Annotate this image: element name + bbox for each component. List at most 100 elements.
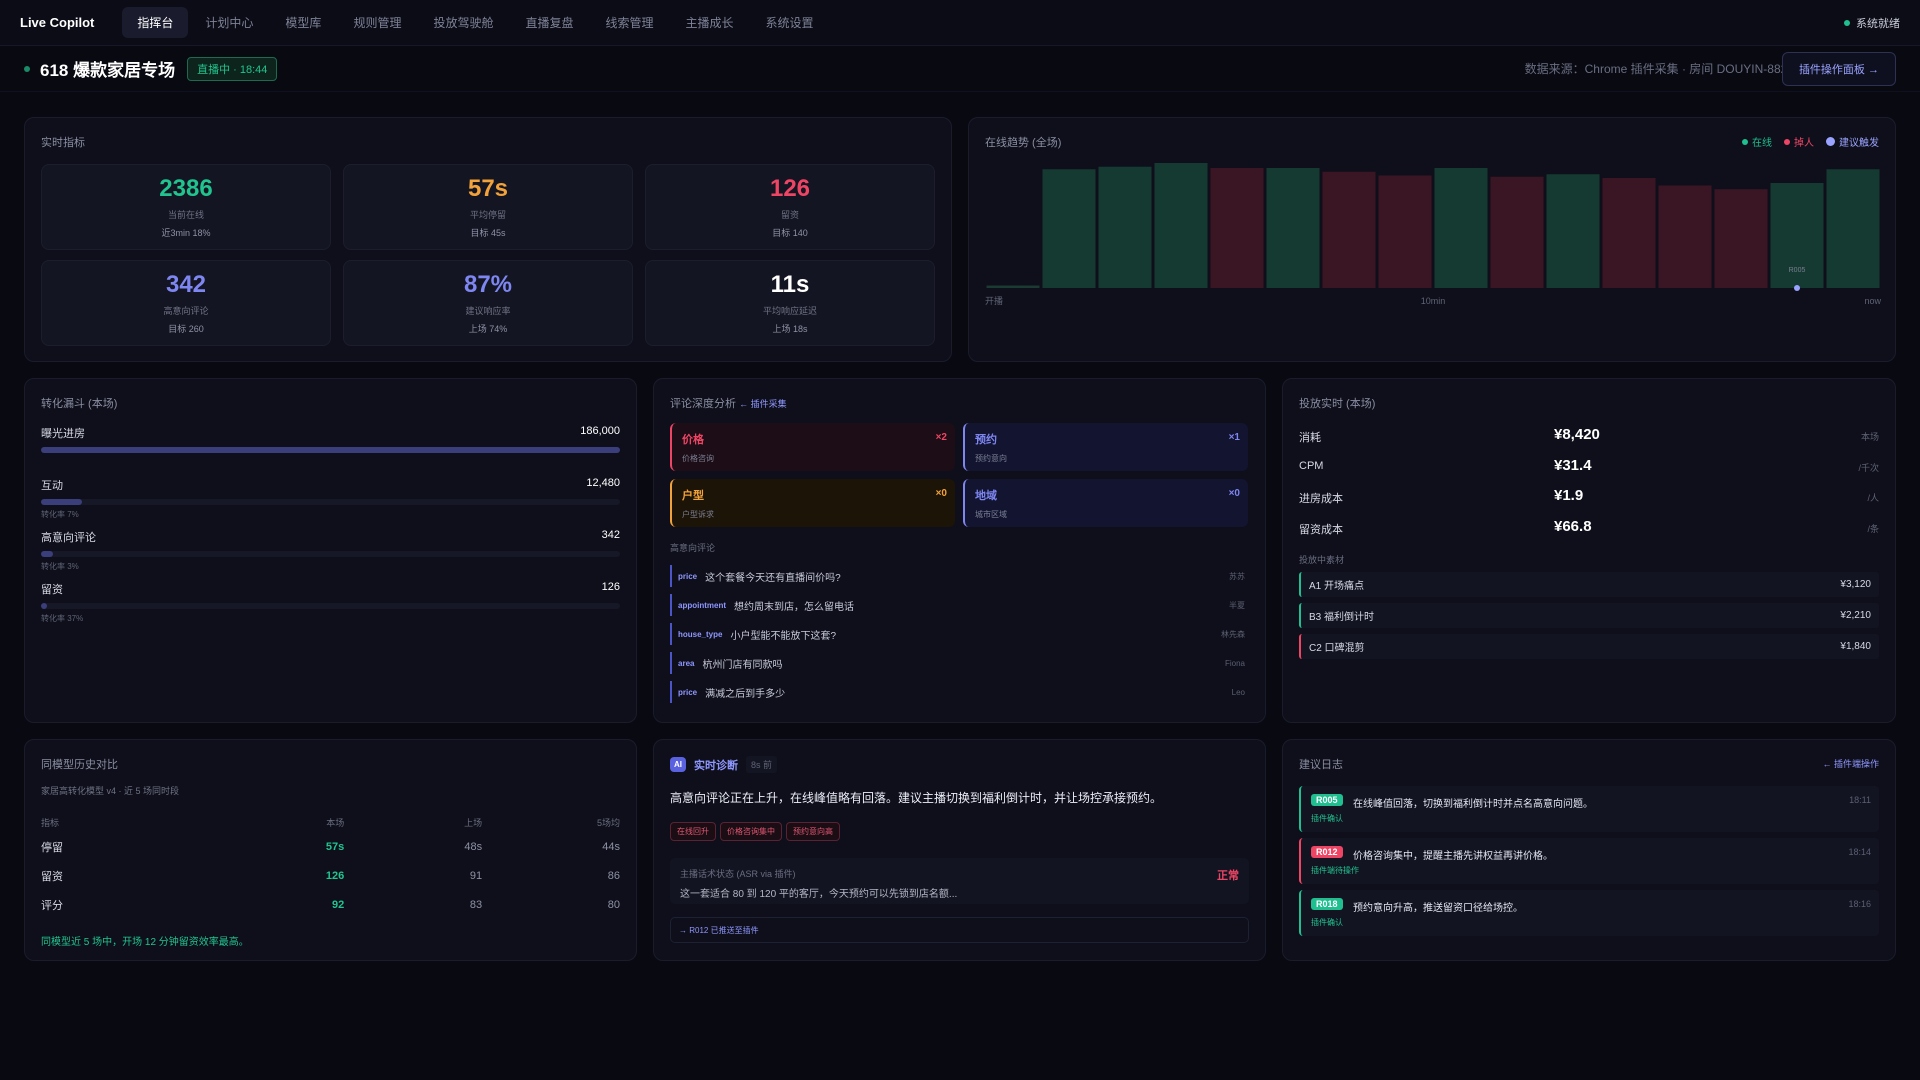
plugin-panel-button[interactable]: 插件操作面板 → xyxy=(1781,51,1896,86)
funnel-row: 留资 126 转化率 37% xyxy=(41,581,620,624)
comment-item[interactable]: house_type 小户型能不能放下这套? 林先森 xyxy=(670,623,1249,645)
nav-tab-plans[interactable]: 计划中心 xyxy=(205,16,254,30)
nav-tab-review[interactable]: 直播复盘 xyxy=(525,16,574,30)
log-text: 预约意向升高，推送留资口径给场控。 xyxy=(1353,903,1523,914)
system-status: 系统就绪 xyxy=(1844,15,1900,31)
trend-bar xyxy=(1602,178,1656,288)
table-row: 留资 126 91 86 xyxy=(41,861,620,890)
nav-tab-ads[interactable]: 投放驾驶舱 xyxy=(433,16,494,30)
trend-chart: R005 开播 10min now xyxy=(985,163,1881,306)
trend-bar xyxy=(986,285,1040,288)
kpi-value: 342 xyxy=(165,271,207,298)
cell-avg5: 86 xyxy=(607,869,620,882)
plugin-action-link[interactable]: ← 插件端操作 xyxy=(1822,759,1879,769)
axis-label: 10min xyxy=(1421,296,1446,306)
ads-row: 消耗 ¥8,420 本场 xyxy=(1299,426,1879,445)
trend-bar xyxy=(1154,163,1208,288)
axis-label: 开播 xyxy=(985,295,1003,306)
nav-tab-leads[interactable]: 线索管理 xyxy=(605,16,654,30)
comment-analysis-title: 评论深度分析 ← 插件采集 xyxy=(670,398,787,410)
cell-last: 48s xyxy=(464,840,483,853)
ads-unit: /条 xyxy=(1867,523,1879,534)
funnel-fill xyxy=(41,447,620,453)
comment-text: 想约周末到店，怎么留电话 xyxy=(734,601,854,613)
comment-item[interactable]: price 满减之后到手多少 Leo xyxy=(670,681,1249,703)
nav-tab-settings[interactable]: 系统设置 xyxy=(765,16,814,30)
kpi-sub: 上场 74% xyxy=(468,324,508,334)
nav-tab-rules[interactable]: 规则管理 xyxy=(353,16,402,30)
asr-status-box: 主播话术状态 (ASR via 插件) 正常 这一套适合 80 到 120 平的… xyxy=(670,858,1249,904)
suggestion-log-card: 建议日志 ← 插件端操作 R005 在线峰值回落，切换到福利倒计时并点名高意向问题… xyxy=(1282,739,1896,961)
session-title: 618 爆款家居专场 xyxy=(40,61,176,80)
cell-avg5: 80 xyxy=(607,898,620,911)
kpi-label: 平均响应延迟 xyxy=(762,306,817,316)
funnel-track xyxy=(41,551,620,557)
material-name: C2 口碑混剪 xyxy=(1309,643,1365,654)
nav-tab-command[interactable]: 指挥台 xyxy=(122,7,189,38)
ads-row: 进房成本 ¥1.9/人 xyxy=(1299,487,1879,506)
high-intent-title: 高意向评论 xyxy=(670,543,716,553)
tag-tile-house-type[interactable]: 户型 户型诉求 ×0 xyxy=(670,479,955,527)
ai-chips: 在线回升 价格咨询集中 预约意向高 xyxy=(670,821,844,841)
cell-current: 126 xyxy=(325,869,345,882)
material-item[interactable]: A1 开场痛点 ¥3,120 xyxy=(1299,572,1879,597)
tag-tile-appointment[interactable]: 预约 预约意向 ×1 xyxy=(963,423,1248,471)
session-header: 618 爆款家居专场 直播中 · 18:44 数据来源：Chrome 插件采集 … xyxy=(0,46,1920,92)
funnel-label: 曝光进房 xyxy=(41,428,85,440)
tile-count: ×0 xyxy=(1228,488,1240,499)
tile-count: ×2 xyxy=(935,432,947,443)
log-text: 在线峰值回落，切换到福利倒计时并点名高意向问题。 xyxy=(1353,799,1593,810)
comment-item[interactable]: area 杭州门店有同款吗 Fiona xyxy=(670,652,1249,674)
log-item[interactable]: R018 预约意向升高，推送留资口径给场控。 插件确认 18:16 xyxy=(1299,890,1879,936)
funnel-value: 12,480 xyxy=(586,477,620,489)
kpi-value: 2386 xyxy=(159,175,213,202)
kpi-online: 2386 当前在线 近3min 18% xyxy=(41,164,331,250)
ads-unit: /人 xyxy=(1867,493,1879,503)
material-item[interactable]: C2 口碑混剪 ¥1,840 xyxy=(1299,634,1879,659)
comment-key: house_type xyxy=(678,629,723,639)
nav-tab-models[interactable]: 模型库 xyxy=(285,16,322,30)
funnel-track xyxy=(41,447,620,453)
kpi-label: 当前在线 xyxy=(167,210,204,220)
trend-bar xyxy=(1490,176,1544,288)
funnel-fill xyxy=(41,603,47,609)
comment-item[interactable]: appointment 想约周末到店，怎么留电话 半夏 xyxy=(670,594,1249,616)
tag-tile-area[interactable]: 地域城市区域 ×0 xyxy=(963,479,1248,527)
suggestion-marker[interactable] xyxy=(1794,285,1800,291)
cell-current: 92 xyxy=(332,898,345,911)
comment-item[interactable]: price 这个套餐今天还有直播间价吗? 苏苏 xyxy=(670,565,1249,587)
funnel-label: 高意向评论 xyxy=(41,532,96,544)
kpi-value: 11s xyxy=(770,271,810,298)
funnel-rate: 转化率 3% xyxy=(41,562,79,571)
cell-last: 83 xyxy=(469,898,483,911)
kpi-high-intent: 342 高意向评论 目标 260 xyxy=(41,260,331,346)
kpi-label: 高意向评论 xyxy=(163,306,209,316)
tile-sub: 城市区域 xyxy=(975,510,1007,519)
log-item[interactable]: R012 价格咨询集中，提醒主播先讲权益再讲价格。 插件端待操作 18:14 xyxy=(1299,838,1879,884)
log-time: 18:14 xyxy=(1848,847,1871,857)
funnel-rate: 转化率 7% xyxy=(41,510,79,519)
comment-key: price xyxy=(678,571,698,581)
ads-label: CPM xyxy=(1299,459,1324,472)
tag-tile-price[interactable]: 价格 价格咨询 ×2 xyxy=(670,423,955,471)
plugin-collect-link[interactable]: ← 插件采集 xyxy=(739,399,787,409)
tile-name: 地域 xyxy=(975,490,997,502)
kpi-response-latency: 11s 平均响应延迟 上场 18s xyxy=(645,260,935,346)
pushed-link[interactable]: → R012 已推送至插件 xyxy=(670,917,1249,943)
kpi-sub: 目标 45s xyxy=(470,228,506,238)
history-note: 同模型近 5 场中，开场 12 分钟留资效率最高。 xyxy=(41,937,249,948)
ads-value: ¥1.9 xyxy=(1554,487,1584,504)
cell-current: 57s xyxy=(325,840,345,853)
kpi-stay: 57s 平均停留 目标 45s xyxy=(343,164,633,250)
kpi-sub: 目标 140 xyxy=(772,228,808,238)
log-title: 建议日志 xyxy=(1299,759,1343,771)
tile-name: 预约 xyxy=(975,434,997,446)
log-item[interactable]: R005 在线峰值回落，切换到福利倒计时并点名高意向问题。 插件确认 18:11 xyxy=(1299,786,1879,832)
marker-label: R005 xyxy=(1789,267,1806,274)
legend-drop: 掉人 xyxy=(1784,134,1814,149)
nav-tab-growth[interactable]: 主播成长 xyxy=(685,16,734,30)
asr-label: 主播话术状态 (ASR via 插件) xyxy=(680,869,796,879)
material-item[interactable]: B3 福利倒计时 ¥2,210 xyxy=(1299,603,1879,628)
funnel-value: 126 xyxy=(601,581,620,593)
history-title: 同模型历史对比 xyxy=(41,759,118,771)
